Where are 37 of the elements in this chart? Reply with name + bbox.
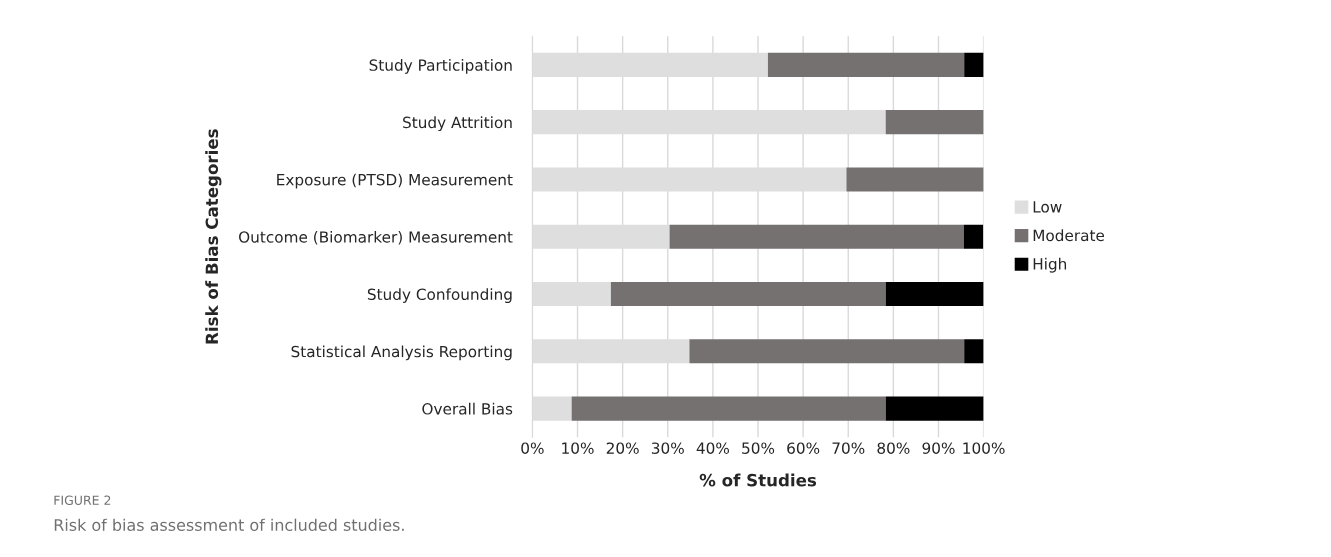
- bar: [963, 224, 984, 249]
- x-tick-label: 90%: [922, 442, 955, 454]
- y-tick-label: Overall Bias: [422, 402, 513, 415]
- x-tick-label: 20%: [606, 442, 639, 454]
- x-tick-label: 70%: [832, 442, 865, 454]
- bar: [571, 396, 886, 421]
- y-tick-label: Exposure (PTSD) Measurement: [277, 173, 513, 189]
- bar: [846, 167, 984, 192]
- bar: [964, 339, 984, 364]
- y-tick-label: Outcome (Biomarker) Measurement: [239, 230, 513, 245]
- bar: [964, 52, 984, 77]
- bar: [767, 52, 965, 77]
- x-tick-label: 0%: [521, 442, 544, 454]
- caption: FIGURE 2: [54, 495, 111, 505]
- y-axis-title: Risk of Bias Categories: [205, 129, 222, 344]
- legend-label: Low: [1033, 201, 1062, 213]
- x-tick-label: 30%: [651, 442, 684, 454]
- bar: [610, 281, 886, 307]
- y-tick-label: Study Participation: [369, 59, 512, 74]
- legend-label: High: [1033, 257, 1067, 273]
- x-tick-label: 100%: [963, 442, 1005, 454]
- x-tick-label: 80%: [877, 442, 910, 454]
- bar: [689, 339, 965, 364]
- bar: [885, 281, 984, 307]
- x-tick-label: 60%: [787, 442, 820, 454]
- text: Risk of bias assessment of included studies.: [54, 518, 404, 531]
- y-tick-label: Study Attrition: [403, 116, 512, 132]
- bar: [885, 396, 984, 421]
- legend-label: Moderate: [1033, 229, 1105, 242]
- x-tick-label: 10%: [562, 442, 594, 454]
- y-tick-label: Study Confounding: [367, 288, 512, 303]
- x-tick-label: 50%: [742, 442, 775, 454]
- y-tick-label: Statistical Analysis Reporting: [291, 345, 512, 361]
- bar: [885, 110, 984, 135]
- bar: [669, 224, 964, 249]
- x-axis-title: % of Studies: [699, 473, 817, 487]
- x-tick-label: 40%: [696, 442, 730, 454]
